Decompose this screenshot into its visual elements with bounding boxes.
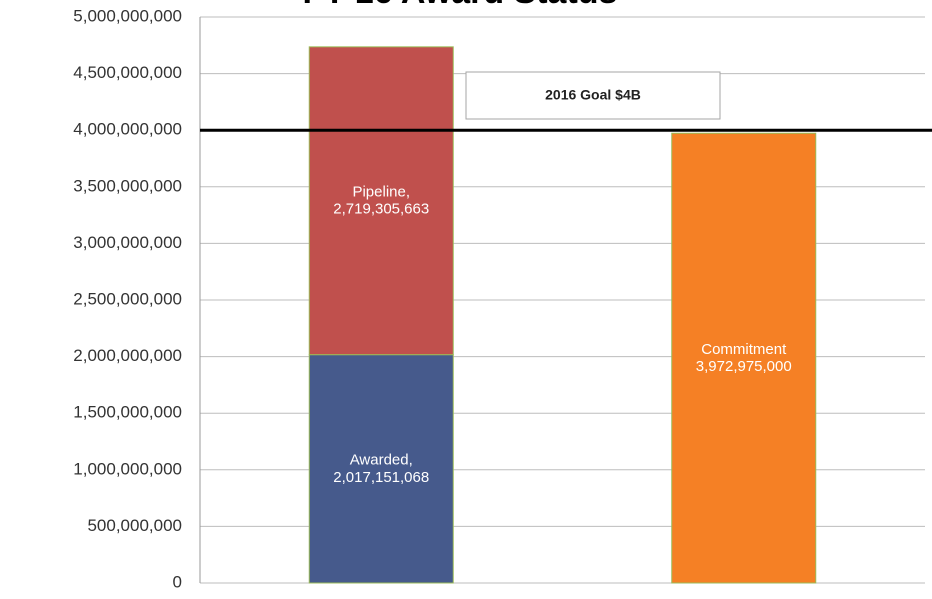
goal-box bbox=[465, 71, 721, 120]
data-label: Pipeline, 2,719,305,663 bbox=[333, 183, 429, 217]
y-tick-label: 3,500,000,000 bbox=[73, 176, 182, 195]
bar-segment bbox=[308, 46, 454, 356]
data-label-line: 2,719,305,663 bbox=[333, 201, 429, 218]
y-tick-label: 500,000,000 bbox=[87, 516, 182, 535]
y-tick-label: 1,000,000,000 bbox=[73, 459, 182, 478]
y-tick-label: 4,000,000,000 bbox=[73, 120, 182, 139]
data-label-line: Pipeline, bbox=[352, 183, 410, 200]
bar-segment bbox=[671, 132, 817, 584]
y-tick-label: 2,000,000,000 bbox=[73, 346, 182, 365]
bar-segment bbox=[308, 354, 454, 584]
data-label-line: Awarded, bbox=[350, 452, 413, 469]
data-label-line: 3,972,975,000 bbox=[696, 358, 792, 375]
y-tick-label: 2,500,000,000 bbox=[73, 289, 182, 308]
data-label: Awarded, 2,017,151,068 bbox=[333, 452, 429, 486]
y-tick-label: 3,000,000,000 bbox=[73, 233, 182, 252]
y-tick-label: 0 bbox=[173, 572, 182, 591]
data-label-line: Commitment bbox=[701, 341, 787, 358]
y-tick-label: 5,000,000,000 bbox=[73, 6, 182, 25]
y-tick-label: 1,500,000,000 bbox=[73, 403, 182, 422]
goal-label: 2016 Goal $4B bbox=[545, 87, 641, 103]
data-label: Commitment 3,972,975,000 bbox=[696, 341, 792, 375]
y-tick-label: 4,500,000,000 bbox=[73, 63, 182, 82]
chart-title: FY 16 Award Status bbox=[303, 0, 618, 11]
data-label-line: 2,017,151,068 bbox=[333, 469, 429, 486]
